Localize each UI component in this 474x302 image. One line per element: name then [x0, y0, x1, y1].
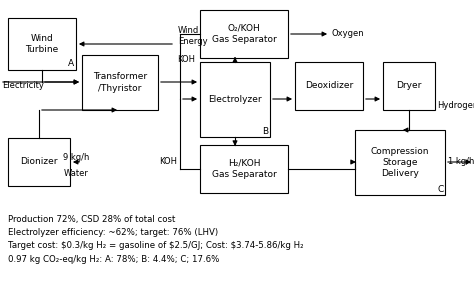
- Bar: [383, 62, 435, 110]
- Bar: [8, 18, 76, 70]
- Text: Target cost: $0.3/kg H₂ = gasoline of $2.5/GJ; Cost: $3.74-5.86/kg H₂: Target cost: $0.3/kg H₂ = gasoline of $2…: [8, 241, 304, 250]
- Bar: [295, 62, 363, 110]
- Bar: [200, 145, 288, 193]
- Text: Oxygen: Oxygen: [332, 30, 365, 38]
- Text: H₂/KOH
Gas Separator: H₂/KOH Gas Separator: [211, 159, 276, 179]
- Text: 0.97 kg CO₂-eq/kg H₂: A: 78%; B: 4.4%; C; 17.6%: 0.97 kg CO₂-eq/kg H₂: A: 78%; B: 4.4%; C…: [8, 255, 219, 264]
- Text: C: C: [437, 185, 444, 194]
- Text: Transformer
/Thyristor: Transformer /Thyristor: [93, 72, 147, 92]
- Text: Electrolyzer efficiency: ~62%; target: 76% (LHV): Electrolyzer efficiency: ~62%; target: 7…: [8, 228, 218, 237]
- Text: Electrolyzer: Electrolyzer: [208, 95, 262, 104]
- Bar: [355, 130, 445, 195]
- Text: A: A: [68, 59, 74, 69]
- Text: Dionizer: Dionizer: [20, 158, 58, 166]
- Text: Electricity: Electricity: [2, 81, 44, 89]
- Text: Water: Water: [64, 169, 89, 178]
- Text: Deoxidizer: Deoxidizer: [305, 82, 353, 91]
- Text: Compression
Storage
Delivery: Compression Storage Delivery: [371, 147, 429, 178]
- Text: B: B: [263, 127, 268, 136]
- Text: O₂/KOH
Gas Separator: O₂/KOH Gas Separator: [211, 24, 276, 44]
- Text: Wind
Energy: Wind Energy: [178, 26, 208, 46]
- Text: KOH: KOH: [159, 156, 177, 165]
- Text: 9 kg/h: 9 kg/h: [63, 153, 89, 162]
- Bar: [8, 138, 70, 186]
- Bar: [82, 55, 158, 110]
- Text: Production 72%, CSD 28% of total cost: Production 72%, CSD 28% of total cost: [8, 215, 175, 224]
- Bar: [200, 10, 288, 58]
- Text: KOH: KOH: [177, 56, 195, 65]
- Text: Hydrogen: Hydrogen: [437, 101, 474, 110]
- Text: Wind
Turbine: Wind Turbine: [26, 34, 59, 54]
- Bar: [200, 62, 270, 137]
- Text: 1 kg/h: 1 kg/h: [448, 158, 474, 166]
- Text: Dryer: Dryer: [396, 82, 422, 91]
